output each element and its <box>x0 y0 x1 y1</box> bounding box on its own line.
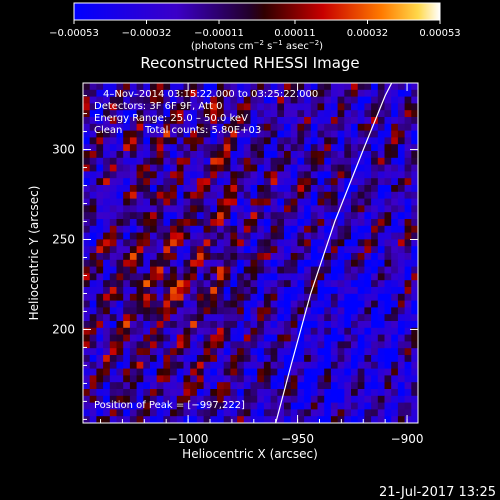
heatmap-image <box>83 83 418 423</box>
annotation-peak: Position of Peak = [−997,222] <box>94 400 245 411</box>
x-tick-label: −900 <box>391 432 424 446</box>
colorbar-tick-label: −0.00011 <box>194 28 244 39</box>
annotation-counts: Total counts: 5.80E+03 <box>144 125 261 136</box>
colorbar-units: (photons cm−2 s−1 asec−2) <box>191 39 323 52</box>
y-axis-ticks: 200 250 300 <box>52 95 418 420</box>
annotation-energy: Energy Range: 25.0 – 50.0 keV <box>94 113 248 124</box>
footer-timestamp: 21-Jul-2017 13:25 <box>379 485 496 500</box>
colorbar-frame <box>73 2 441 21</box>
colorbar-tick-label: 0.00011 <box>274 28 315 39</box>
annotation-time: 4–Nov–2014 03:15:22.000 to 03:25:22.000 <box>103 89 318 100</box>
x-tick-label: −950 <box>281 432 314 446</box>
plot-frame <box>82 82 419 424</box>
colorbar <box>74 3 440 20</box>
colorbar-ticks: −0.00053 −0.00032 −0.00011 0.00011 0.00032 0.… <box>49 20 461 39</box>
chart-title: Reconstructed RHESSI Image <box>140 54 359 72</box>
colorbar-tick-label: −0.00032 <box>122 28 172 39</box>
colorbar-tick-label: 0.00053 <box>419 28 460 39</box>
x-axis-ticks: −1000 −950 −900 <box>100 83 424 446</box>
y-tick-label: 200 <box>52 322 75 336</box>
y-tick-label: 300 <box>52 143 75 157</box>
colorbar-tick-label: 0.00032 <box>347 28 388 39</box>
annotation-detectors: Detectors: 3F 6F 9F, Att 0 <box>94 101 222 112</box>
y-tick-label: 250 <box>52 233 75 247</box>
y-axis-label: Heliocentric Y (arcsec) <box>27 186 41 321</box>
x-axis-label: Heliocentric X (arcsec) <box>182 447 318 461</box>
colorbar-tick-label: −0.00053 <box>49 28 99 39</box>
x-tick-label: −1000 <box>168 432 209 446</box>
annotation-clean: Clean <box>94 125 122 136</box>
solar-limb-curve <box>275 83 393 423</box>
